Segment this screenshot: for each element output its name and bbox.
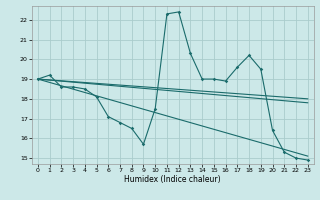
X-axis label: Humidex (Indice chaleur): Humidex (Indice chaleur) xyxy=(124,175,221,184)
